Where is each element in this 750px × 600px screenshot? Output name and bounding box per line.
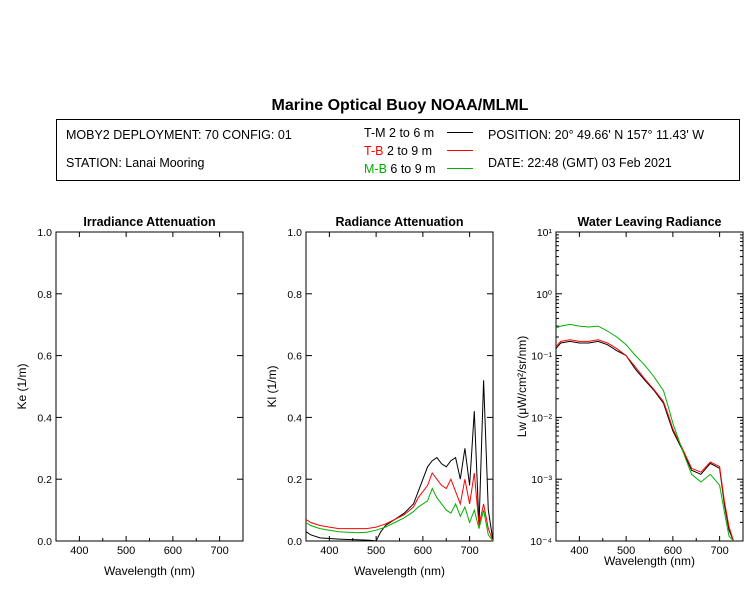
- legend-swatch-tm: [447, 132, 473, 133]
- y-tick-label: 0.4: [287, 412, 302, 424]
- series-line-1: [555, 339, 735, 542]
- plot-title: Irradiance Attenuation: [83, 215, 215, 229]
- date-text: DATE: 22:48 (GMT) 03 Feb 2021: [488, 156, 672, 170]
- legend-entry-tm: T-M 2 to 6 m: [364, 126, 434, 140]
- plot-frame: [55, 231, 244, 542]
- legend-swatch-tb: [447, 150, 473, 151]
- y-tick-label: 0.8: [37, 289, 52, 301]
- legend-entry-tb: T-B 2 to 9 m: [364, 144, 432, 158]
- legend-code: T-B: [364, 144, 384, 158]
- y-axis-label: Kl (1/m): [265, 365, 279, 407]
- x-axis-label: Wavelength (nm): [604, 554, 695, 568]
- y-tick-label: 10⁻³: [531, 474, 552, 486]
- x-tick-label: 400: [570, 545, 588, 557]
- y-axis-label: Ke (1/m): [15, 363, 29, 409]
- x-tick-label: 500: [367, 545, 385, 557]
- y-tick-label: 1.0: [37, 227, 52, 239]
- plot-title: Radiance Attenuation: [335, 215, 463, 229]
- legend-code: M-B: [364, 162, 387, 176]
- y-tick-label: 0.2: [37, 474, 52, 486]
- series-line-0: [555, 340, 735, 542]
- plot-title: Water Leaving Radiance: [577, 215, 721, 229]
- y-tick-label: 10⁰: [536, 289, 553, 301]
- y-tick-label: 10⁻⁴: [530, 536, 552, 548]
- legend-swatch-mb: [447, 168, 473, 169]
- legend-code: T-M: [364, 126, 386, 140]
- x-tick-label: 700: [710, 545, 728, 557]
- x-tick-label: 400: [70, 545, 88, 557]
- series-line-2: [305, 487, 494, 542]
- deployment-info-box: MOBY2 DEPLOYMENT: 70 CONFIG: 01 STATION:…: [56, 119, 740, 181]
- y-tick-label: 0.6: [287, 351, 302, 363]
- y-tick-label: 10⁻¹: [531, 351, 552, 363]
- x-tick-label: 600: [414, 545, 432, 557]
- y-tick-label: 0.0: [287, 536, 302, 548]
- legend-entry-mb: M-B 6 to 9 m: [364, 162, 436, 176]
- x-tick-label: 500: [117, 545, 135, 557]
- y-tick-label: 0.2: [287, 474, 302, 486]
- y-tick-label: 0.4: [37, 412, 52, 424]
- station-text: STATION: Lanai Mooring: [66, 156, 205, 170]
- x-axis-label: Wavelength (nm): [354, 564, 445, 578]
- x-tick-label: 700: [210, 545, 228, 557]
- x-tick-label: 600: [164, 545, 182, 557]
- y-tick-label: 0.6: [37, 351, 52, 363]
- y-axis-label: Lw (μW/cm²/sr/nm): [515, 336, 529, 438]
- legend-range: 2 to 6 m: [389, 126, 435, 140]
- y-tick-label: 1.0: [287, 227, 302, 239]
- series-line-2: [555, 323, 734, 542]
- legend-range: 2 to 9 m: [386, 144, 433, 158]
- series-line-0: [305, 380, 494, 542]
- y-tick-label: 10¹: [537, 227, 553, 239]
- x-axis-label: Wavelength (nm): [104, 564, 195, 578]
- y-tick-label: 0.0: [37, 536, 52, 548]
- plot-frame: [305, 231, 494, 542]
- x-tick-label: 600: [664, 545, 682, 557]
- x-tick-label: 500: [617, 545, 635, 557]
- page-title: Marine Optical Buoy NOAA/MLML: [271, 97, 529, 114]
- series-line-1: [305, 471, 494, 542]
- plot-frame: [555, 231, 744, 542]
- y-tick-label: 0.8: [287, 289, 302, 301]
- position-text: POSITION: 20° 49.66' N 157° 11.43' W: [488, 128, 705, 142]
- x-tick-label: 400: [320, 545, 338, 557]
- deployment-text: MOBY2 DEPLOYMENT: 70 CONFIG: 01: [66, 128, 292, 142]
- x-tick-label: 700: [460, 545, 478, 557]
- y-tick-label: 10⁻²: [531, 412, 552, 424]
- legend-range: 6 to 9 m: [390, 162, 436, 176]
